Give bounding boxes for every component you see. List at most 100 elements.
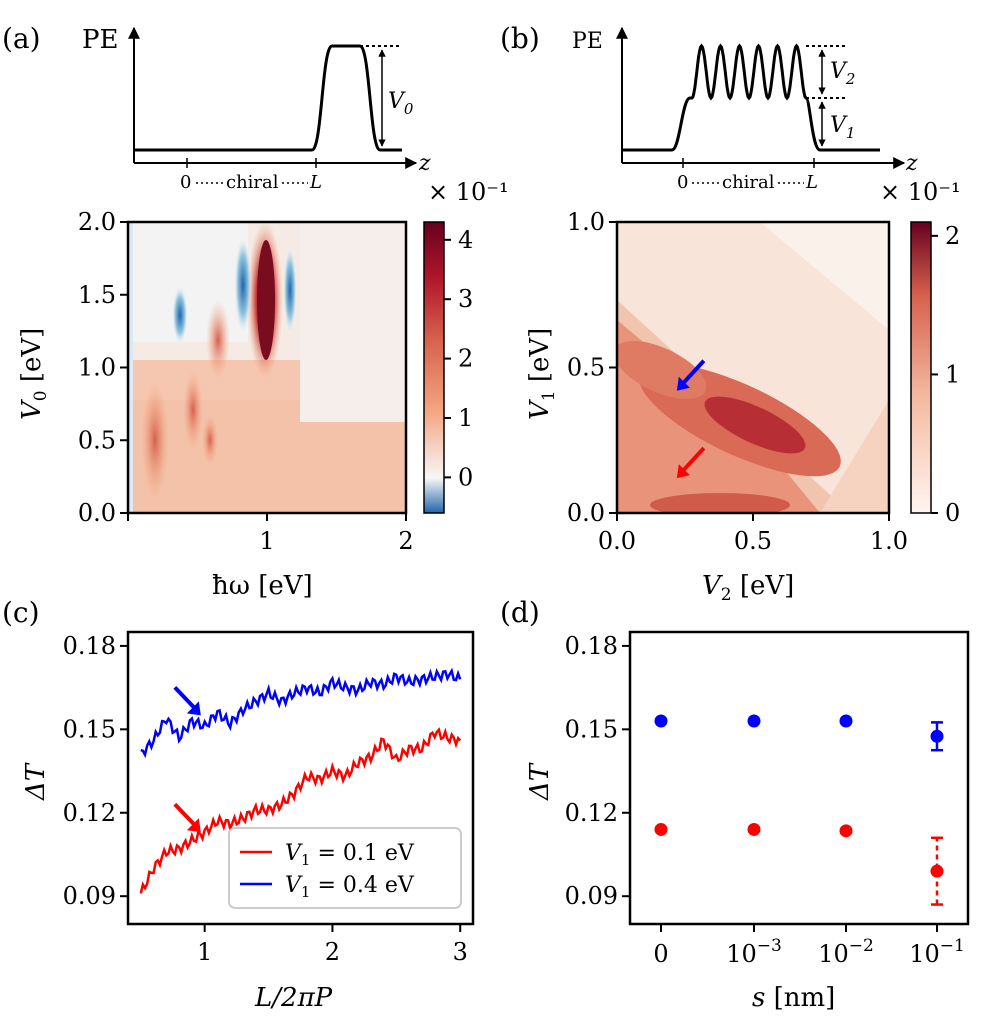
panel-c-arrow-shaft: [173, 802, 199, 829]
chiral-label-b: chiral: [722, 172, 775, 193]
colorbar-a-scale: × 10⁻¹: [428, 178, 509, 206]
heatmap-b-ytick-label: 0.5: [567, 354, 605, 382]
panel-d-xtick-label: 10−2: [818, 936, 874, 968]
colorbar-a-tick-label: 0: [458, 463, 473, 491]
heatmap-a-red-blob-3: [183, 370, 203, 450]
panel-d-ytick-label: 0.15: [565, 715, 618, 743]
z-label-a: z: [418, 151, 431, 176]
heatmap-a-red-blob-1: [206, 300, 230, 380]
panel-d-point: [839, 714, 853, 728]
colorbar-b-tick-label: 1: [945, 360, 960, 388]
heatmap-b-ytick-label: 0.0: [567, 499, 605, 527]
panel-c-ytick-label: 0.18: [63, 632, 116, 660]
heatmap-b-bottom-right: [820, 400, 889, 513]
legend-c-box: [228, 827, 462, 909]
panel-c-series-line: [140, 667, 462, 759]
panel-d-point: [747, 822, 761, 836]
heatmap-a-upper-left: [128, 222, 248, 342]
panel-c-ytick-label: 0.09: [63, 882, 116, 910]
panel-b-potential: (b) PE z V2 V1 0 chiral L: [500, 22, 918, 193]
panel-a-label: (a): [2, 22, 41, 55]
heatmap-a-red-blob-4: [202, 415, 218, 465]
heatmap-a-max-core: [257, 240, 275, 360]
panel-c-xlabel: L/2πP: [254, 983, 333, 1013]
panel-c-ylabel: ΔT: [21, 762, 51, 801]
pe-axis-label-a: PE: [82, 25, 118, 55]
heatmap-b-arrow-shaft: [679, 359, 706, 388]
heatmap-b: 0.0 0.5 1.0 0.0 0.5 1.0 V1 [eV] V2 [eV] × 10⁻…: [525, 178, 961, 605]
panel-c-series-line: [139, 727, 462, 894]
pe-axis-label-b: PE: [572, 29, 603, 54]
x-zero-label-b: 0: [677, 172, 688, 193]
panel-d-ytick-label: 0.09: [565, 882, 618, 910]
v0-label: V0: [388, 89, 414, 118]
chiral-label-a: chiral: [226, 172, 279, 193]
colorbar-b-tick-label: 2: [945, 222, 960, 250]
panel-c-frame: [126, 630, 475, 926]
heatmap-a-red-blob-2: [141, 380, 169, 500]
heatmap-a-ytick-label: 0.0: [78, 499, 116, 527]
z-label-b: z: [905, 151, 918, 176]
legend-c-red-label: V1 = 0.1 eV: [285, 841, 415, 869]
panel-d-xtick-label: 0: [653, 940, 668, 968]
panel-c-arrow-head: [186, 701, 201, 716]
panel-c-label: (c): [2, 596, 40, 629]
panel-d-xtick-label: 10−3: [726, 936, 782, 968]
colorbar-a-tick-label: 2: [458, 345, 473, 373]
panel-d: (d) 0.09 0.12 0.15 0.18 0 10−3 10−2 10−1 s [nm]…: [500, 596, 970, 1013]
heatmap-a-blue-stripe-1: [234, 235, 252, 335]
heatmap-a-ytick-label: 0.5: [78, 426, 116, 454]
heatmap-a-ytick-label: 1.0: [78, 354, 116, 382]
heatmap-a-xlabel: ħω [eV]: [212, 571, 313, 601]
panel-d-point: [654, 822, 668, 836]
panel-a-potential: (a) PE z V0 0 chiral L: [2, 22, 431, 193]
heatmap-a-xtick-label: 2: [398, 527, 413, 555]
panel-d-xlabel: s [nm]: [752, 983, 835, 1013]
heatmap-b-top-right: [760, 222, 889, 330]
panel-d-ytick-label: 0.12: [565, 799, 618, 827]
heatmap-b-xlabel: V2 [eV]: [702, 571, 794, 605]
panel-c: (c) 0.09 0.12 0.15 0.18 1 2 3 L/2πP ΔT V1 = 0.…: [2, 596, 475, 1013]
heatmap-b-xtick-label: 0.0: [598, 527, 636, 555]
legend-c-blue-label: V1 = 0.4 eV: [285, 873, 415, 901]
panel-d-point: [654, 714, 668, 728]
heatmap-a-blue-stripe-3: [172, 285, 188, 345]
colorbar-a-tick-label: 1: [458, 404, 473, 432]
panel-d-ylabel: ΔT: [525, 762, 555, 801]
heatmap-a-upper-right: [300, 222, 406, 422]
panel-b-label: (b): [500, 22, 540, 55]
potential-curve-a: [134, 44, 402, 152]
panel-d-point: [839, 824, 853, 838]
panel-d-point: [747, 714, 761, 728]
colorbar-b-tick-label: 0: [945, 499, 960, 527]
heatmap-a-ylabel: V0 [eV]: [17, 328, 51, 420]
panel-c-ytick-label: 0.15: [63, 715, 116, 743]
panel-c-xtick-label: 1: [197, 938, 212, 966]
colorbar-a-tick-label: 3: [458, 285, 473, 313]
colorbar-b-scale: × 10⁻¹: [880, 178, 961, 206]
panel-c-arrow-head: [186, 818, 201, 833]
heatmap-a-blue-stripe-2: [283, 245, 297, 335]
heatmap-b-arrow-head: [676, 376, 690, 391]
panel-d-frame: [628, 630, 970, 926]
panel-c-arrow-shaft: [173, 686, 199, 712]
panel-d-ytick-label: 0.18: [565, 632, 618, 660]
panel-c-ytick-label: 0.12: [63, 799, 116, 827]
panel-d-point: [930, 729, 944, 743]
v1-label: V1: [830, 113, 855, 142]
x-L-label-a: L: [309, 172, 322, 193]
heatmap-b-ytick-label: 1.0: [567, 208, 605, 236]
heatmap-a-left-edge: [128, 222, 133, 513]
colorbar-a-tick-label: 4: [458, 226, 473, 254]
panel-c-xtick-label: 2: [325, 938, 340, 966]
colorbar-a: [423, 221, 445, 514]
x-zero-label-a: 0: [180, 172, 191, 193]
heatmap-b-arrow-head: [676, 464, 690, 479]
heatmap-b-max: [704, 396, 806, 454]
legend-c: V1 = 0.1 eV V1 = 0.4 eV: [228, 827, 462, 909]
heatmap-a-ytick-label: 2.0: [78, 208, 116, 236]
heatmap-a-ytick-label: 1.5: [78, 281, 116, 309]
heatmap-b-xtick-label: 1.0: [870, 527, 908, 555]
heatmap-a: 0.0 0.5 1.0 1.5 2.0 0 1 2 ħω [eV] V0 [eV] × 10⁻…: [17, 178, 509, 601]
